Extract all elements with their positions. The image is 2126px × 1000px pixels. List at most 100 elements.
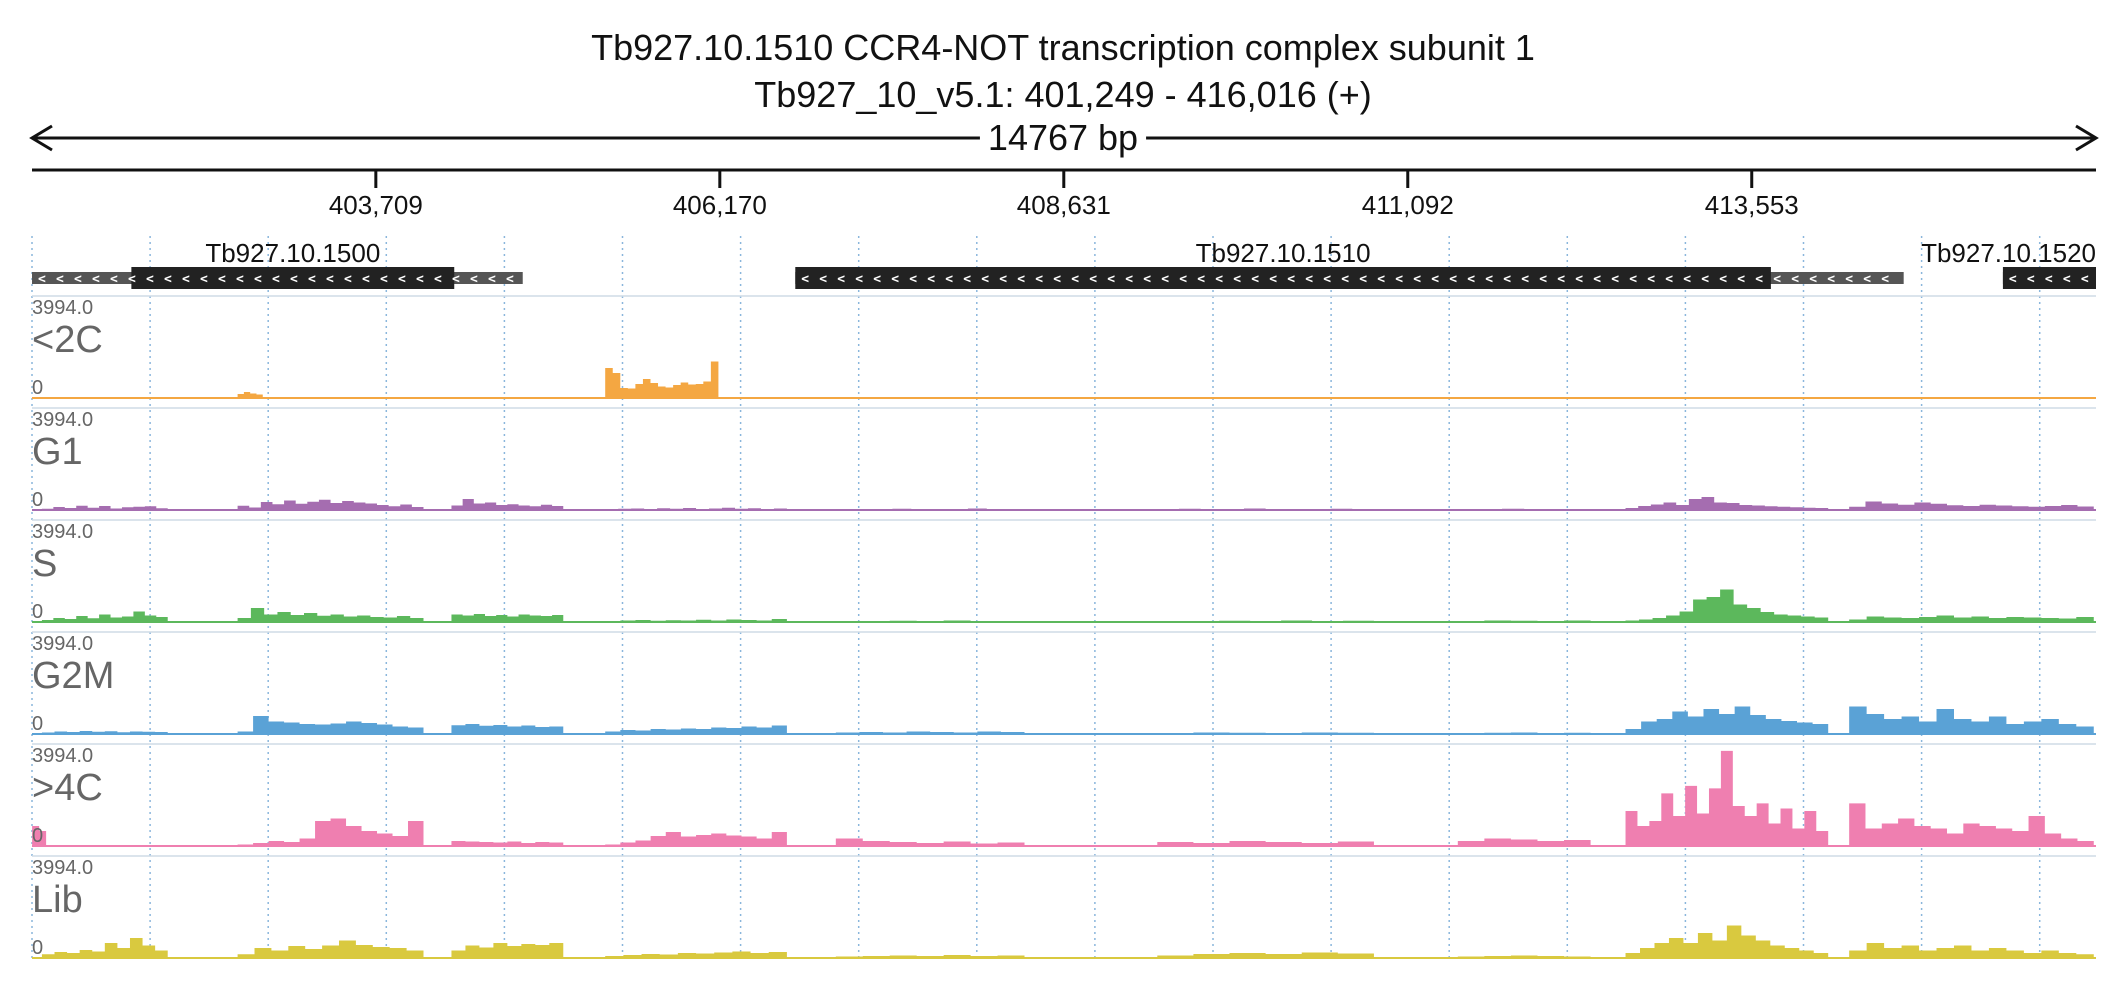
gene-cds	[2002, 267, 2096, 289]
coverage-area	[1625, 706, 1829, 734]
coverage-area	[493, 397, 504, 398]
strand-chevron-icon: <	[416, 272, 424, 287]
coverage-area	[41, 611, 168, 622]
strand-chevron-icon: <	[1827, 272, 1835, 287]
strand-chevron-icon: <	[909, 272, 917, 287]
coverage-area	[1157, 840, 1374, 846]
strand-chevron-icon: <	[1413, 272, 1421, 287]
strand-chevron-icon: <	[290, 272, 298, 287]
arrowhead-right-icon	[2075, 124, 2099, 152]
strand-chevron-icon: <	[945, 272, 953, 287]
strand-chevron-icon: <	[218, 272, 226, 287]
coverage-area	[605, 951, 787, 958]
coverage-track: 3994.0 0 S	[32, 519, 2096, 623]
coverage-track: 3994.0 0 Lib	[32, 855, 2096, 959]
coverage-area	[835, 508, 1025, 510]
coverage-area	[237, 818, 424, 846]
strand-chevron-icon: <	[963, 272, 971, 287]
coverage-area	[1457, 955, 1591, 958]
strand-chevron-icon: <	[1449, 272, 1457, 287]
strand-chevron-icon: <	[470, 272, 478, 287]
strand-chevron-icon: <	[344, 272, 352, 287]
coverage-area	[1457, 838, 1591, 846]
track-name-label: G2M	[32, 655, 114, 697]
coverage-area	[451, 498, 564, 510]
strand-chevron-icon: <	[1503, 272, 1511, 287]
coverage-area	[1849, 706, 2094, 734]
strand-chevron-icon: <	[2063, 272, 2071, 287]
track-ymin-label: 0	[32, 937, 43, 959]
coverage-area	[451, 942, 564, 958]
strand-chevron-icon: <	[1287, 272, 1295, 287]
track-ymin-label: 0	[32, 713, 43, 735]
track-ymin-label: 0	[32, 377, 43, 399]
track-name-label: S	[32, 543, 57, 585]
strand-chevron-icon: <	[398, 272, 406, 287]
strand-chevron-icon: <	[1017, 272, 1025, 287]
coordinate-axis: 403,709 406,170 408,631 411,092 413,553	[32, 168, 2096, 220]
axis-tick-label: 406,170	[673, 190, 767, 220]
gene-cds	[131, 267, 455, 289]
coverage-area	[605, 831, 787, 846]
coverage-area	[605, 618, 787, 622]
gene-cds	[795, 267, 1771, 289]
strand-chevron-icon: <	[1485, 272, 1493, 287]
axis-tick-label: 403,709	[329, 190, 423, 220]
strand-chevron-icon: <	[38, 272, 46, 287]
strand-chevron-icon: <	[1089, 272, 1097, 287]
strand-chevron-icon: <	[1683, 272, 1691, 287]
coverage-area	[1157, 732, 1374, 734]
strand-chevron-icon: <	[1845, 272, 1853, 287]
coverage-area	[605, 507, 787, 510]
strand-chevron-icon: <	[999, 272, 1007, 287]
strand-chevron-icon: <	[1323, 272, 1331, 287]
coverage-area	[605, 725, 787, 734]
coverage-area	[1457, 508, 1591, 510]
strand-chevron-icon: <	[488, 272, 496, 287]
strand-chevron-icon: <	[1071, 272, 1079, 287]
strand-chevron-icon: <	[1197, 272, 1205, 287]
strand-chevron-icon: <	[326, 272, 334, 287]
strand-chevron-icon: <	[2027, 272, 2035, 287]
strand-chevron-icon: <	[308, 272, 316, 287]
strand-chevron-icon: <	[272, 272, 280, 287]
gene-label: Tb927.10.1500	[205, 238, 380, 268]
track-ymin-label: 0	[32, 601, 43, 623]
coverage-area	[32, 825, 47, 846]
strand-chevron-icon: <	[1053, 272, 1061, 287]
strand-chevron-icon: <	[1557, 272, 1565, 287]
strand-chevron-icon: <	[92, 272, 100, 287]
strand-chevron-icon: <	[1179, 272, 1187, 287]
axis-tick-label: 408,631	[1017, 190, 1111, 220]
gene-annotation-track: < < < < < < < < < < < < < < < < < < < < < < < < < < < Tb927.10.1500…	[32, 238, 2096, 289]
axis-tick-label: 411,092	[1362, 190, 1454, 220]
coverage-area	[41, 937, 168, 958]
grid-lines	[31, 236, 2041, 962]
coverage-area	[1625, 925, 1829, 958]
strand-chevron-icon: <	[1773, 272, 1781, 287]
strand-chevron-icon: <	[1521, 272, 1529, 287]
strand-chevron-icon: <	[1161, 272, 1169, 287]
track-name-label: >4C	[32, 767, 103, 809]
coverage-area	[451, 613, 564, 622]
coverage-area	[835, 620, 1025, 622]
strand-chevron-icon: <	[1755, 272, 1763, 287]
strand-chevron-icon: <	[1575, 272, 1583, 287]
track-ymin-label: 0	[32, 825, 43, 847]
coverage-area	[1625, 589, 1829, 622]
coverage-track: 3994.0 0 >4C	[32, 743, 2096, 847]
strand-chevron-icon: <	[164, 272, 172, 287]
coverage-area	[237, 499, 424, 510]
strand-chevron-icon: <	[1539, 272, 1547, 287]
strand-chevron-icon: <	[1719, 272, 1727, 287]
strand-chevron-icon: <	[254, 272, 262, 287]
coverage-track: 3994.0 0 G2M	[32, 631, 2096, 735]
coverage-area	[835, 954, 1025, 958]
track-ymax-label: 3994.0	[32, 409, 93, 431]
strand-chevron-icon: <	[200, 272, 208, 287]
strand-chevron-icon: <	[1881, 272, 1889, 287]
strand-chevron-icon: <	[1629, 272, 1637, 287]
strand-chevron-icon: <	[1341, 272, 1349, 287]
strand-chevron-icon: <	[873, 272, 881, 287]
